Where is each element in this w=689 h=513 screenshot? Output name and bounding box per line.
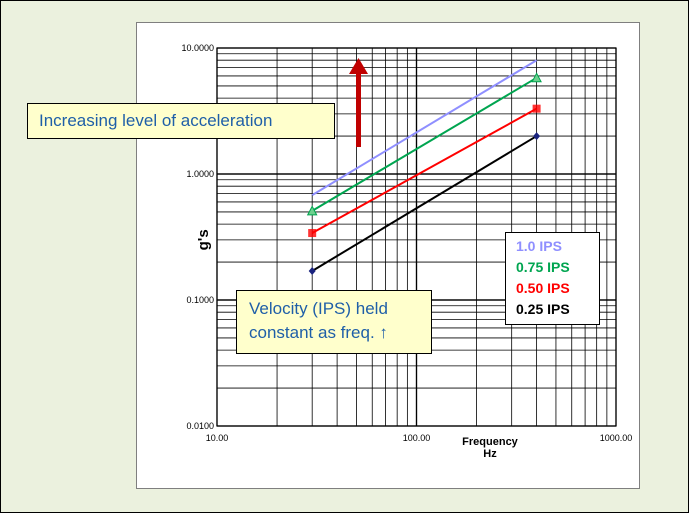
acceleration-callout: Increasing level of acceleration: [27, 103, 335, 139]
series-line: [311, 59, 538, 196]
x-tick-label: 100.00: [403, 433, 431, 443]
y-tick-label: 1.0000: [186, 169, 214, 179]
data-point-square: [308, 229, 317, 238]
series-line: [311, 76, 538, 212]
data-point-square: [532, 104, 541, 113]
data-point-diamond: [533, 132, 541, 141]
series-layer: [306, 59, 542, 275]
legend-entry: 1.0 IPS: [516, 238, 562, 254]
x-tick-label: 10.00: [206, 433, 229, 443]
series-line: [311, 135, 538, 272]
data-point-triangle: [306, 205, 318, 216]
legend-entry: 0.50 IPS: [516, 280, 570, 296]
legend: 1.0 IPS 0.75 IPS 0.50 IPS 0.25 IPS: [505, 232, 600, 325]
legend-entry: 0.25 IPS: [516, 301, 570, 317]
legend-entry: 0.75 IPS: [516, 259, 570, 275]
data-point-diamond: [308, 266, 316, 275]
y-tick-label: 10.0000: [181, 43, 214, 53]
velocity-callout-line2: constant as freq. ↑: [249, 323, 388, 342]
up-arrow-icon: [349, 58, 368, 147]
y-tick-label: 0.0100: [186, 421, 214, 431]
velocity-callout: Velocity (IPS) held constant as freq. ↑: [236, 290, 432, 354]
plot-border: [216, 47, 617, 427]
tick-labels: 10.0000 1.0000 0.1000 0.0100 10.00 100.00 1000…: [181, 43, 632, 443]
velocity-callout-line1: Velocity (IPS) held: [249, 299, 388, 318]
y-tick-label: 0.1000: [186, 295, 214, 305]
x-tick-label: 1000.00: [600, 433, 633, 443]
data-point-triangle: [531, 72, 542, 83]
y-axis-title: g's: [195, 229, 212, 250]
x-axis-title: Frequency: [462, 436, 519, 448]
x-axis-unit: Hz: [483, 448, 497, 460]
acceleration-callout-text: Increasing level of acceleration: [39, 111, 273, 130]
series-line: [311, 107, 538, 234]
